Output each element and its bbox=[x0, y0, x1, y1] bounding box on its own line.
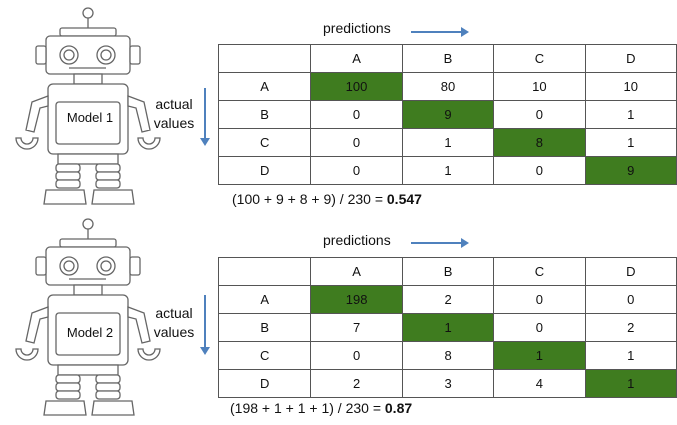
matrix-cell: 1 bbox=[401, 156, 495, 185]
matrix-cell: 7 bbox=[310, 313, 403, 342]
diagonal-cell: 100 bbox=[310, 72, 403, 101]
label-text: actual bbox=[155, 96, 193, 112]
column-header: A bbox=[310, 44, 403, 73]
label-text: (100 + 9 + 8 + 9) / 230 = bbox=[232, 191, 387, 207]
column-header: B bbox=[401, 44, 495, 73]
matrix-cell: 1 bbox=[584, 100, 677, 129]
model-1-panel: Model 1 predictions actual values A B C … bbox=[0, 0, 677, 212]
matrix-cell: 2 bbox=[401, 285, 495, 314]
column-header: D bbox=[584, 257, 677, 286]
table-row: A 198 2 0 0 bbox=[217, 285, 677, 314]
matrix-cell: 0 bbox=[584, 285, 677, 314]
accuracy-formula: (198 + 1 + 1 + 1) / 230 = 0.87 bbox=[230, 400, 412, 416]
matrix-cell: 0 bbox=[493, 156, 586, 185]
row-header: D bbox=[217, 369, 312, 398]
predictions-label: predictions bbox=[323, 20, 391, 36]
predictions-arrow bbox=[411, 238, 469, 248]
diagonal-cell: 9 bbox=[584, 156, 677, 185]
matrix-cell: 80 bbox=[401, 72, 495, 101]
matrix-cell: 0 bbox=[310, 341, 403, 370]
accuracy-formula: (100 + 9 + 8 + 9) / 230 = 0.547 bbox=[232, 191, 422, 207]
robot-illustration bbox=[15, 7, 161, 205]
diagonal-cell: 9 bbox=[401, 100, 495, 129]
table-row: C 0 8 1 1 bbox=[217, 341, 677, 370]
matrix-cell: 3 bbox=[401, 369, 495, 398]
predictions-arrow bbox=[411, 27, 469, 37]
row-header: A bbox=[217, 72, 312, 101]
table-row: B 7 1 0 2 bbox=[217, 313, 677, 342]
row-header: B bbox=[217, 313, 312, 342]
actual-values-label: actual values bbox=[148, 304, 200, 342]
diagonal-cell: 1 bbox=[584, 369, 677, 398]
matrix-cell: 1 bbox=[584, 128, 677, 157]
label-text: actual bbox=[155, 305, 193, 321]
label-text: values bbox=[153, 115, 195, 131]
robot-label: Model 2 bbox=[66, 325, 114, 340]
header-row: A B C D bbox=[217, 257, 677, 286]
actual-values-label: actual values bbox=[148, 95, 200, 133]
matrix-cell: 2 bbox=[310, 369, 403, 398]
row-header: C bbox=[217, 128, 312, 157]
matrix-cell: 10 bbox=[584, 72, 677, 101]
diagonal-cell: 198 bbox=[310, 285, 403, 314]
column-header: C bbox=[493, 257, 586, 286]
column-header: A bbox=[310, 257, 403, 286]
matrix-cell: 0 bbox=[310, 128, 403, 157]
accuracy-result: 0.87 bbox=[384, 400, 413, 416]
corner-cell bbox=[217, 44, 312, 73]
column-header: B bbox=[401, 257, 495, 286]
matrix-cell: 2 bbox=[584, 313, 677, 342]
matrix-cell: 0 bbox=[310, 100, 403, 129]
matrix-cell: 0 bbox=[493, 313, 586, 342]
matrix-cell: 1 bbox=[584, 341, 677, 370]
row-header: A bbox=[217, 285, 312, 314]
matrix-cell: 10 bbox=[493, 72, 586, 101]
matrix-cell: 8 bbox=[401, 341, 495, 370]
predictions-label: predictions bbox=[323, 232, 391, 248]
matrix-cell: 0 bbox=[493, 100, 586, 129]
matrix-cell: 0 bbox=[310, 156, 403, 185]
table-row: D 0 1 0 9 bbox=[217, 156, 677, 185]
diagonal-cell: 1 bbox=[401, 313, 495, 342]
diagonal-cell: 8 bbox=[493, 128, 586, 157]
table-row: A 100 80 10 10 bbox=[217, 72, 677, 101]
table-row: D 2 3 4 1 bbox=[217, 369, 677, 398]
diagonal-cell: 1 bbox=[493, 341, 586, 370]
robot-label: Model 1 bbox=[66, 110, 114, 125]
actual-values-arrow bbox=[200, 88, 210, 146]
matrix-cell: 1 bbox=[401, 128, 495, 157]
column-header: C bbox=[493, 44, 586, 73]
label-text: values bbox=[153, 324, 195, 340]
row-header: D bbox=[217, 156, 312, 185]
row-header: C bbox=[217, 341, 312, 370]
corner-cell bbox=[217, 257, 312, 286]
table-row: B 0 9 0 1 bbox=[217, 100, 677, 129]
table-row: C 0 1 8 1 bbox=[217, 128, 677, 157]
row-header: B bbox=[217, 100, 312, 129]
matrix-cell: 4 bbox=[493, 369, 586, 398]
confusion-matrix: A B C D A 198 2 0 0 B 7 1 0 2 C 0 8 1 1 … bbox=[217, 257, 677, 398]
matrix-cell: 0 bbox=[493, 285, 586, 314]
model-2-panel: Model 2 predictions actual values A B C … bbox=[0, 211, 677, 423]
label-text: (198 + 1 + 1 + 1) / 230 = bbox=[230, 400, 385, 416]
accuracy-result: 0.547 bbox=[386, 191, 422, 207]
column-header: D bbox=[584, 44, 677, 73]
actual-values-arrow bbox=[200, 295, 210, 355]
robot-illustration bbox=[15, 218, 161, 416]
header-row: A B C D bbox=[217, 44, 677, 73]
confusion-matrix: A B C D A 100 80 10 10 B 0 9 0 1 C 0 1 8… bbox=[217, 44, 677, 185]
